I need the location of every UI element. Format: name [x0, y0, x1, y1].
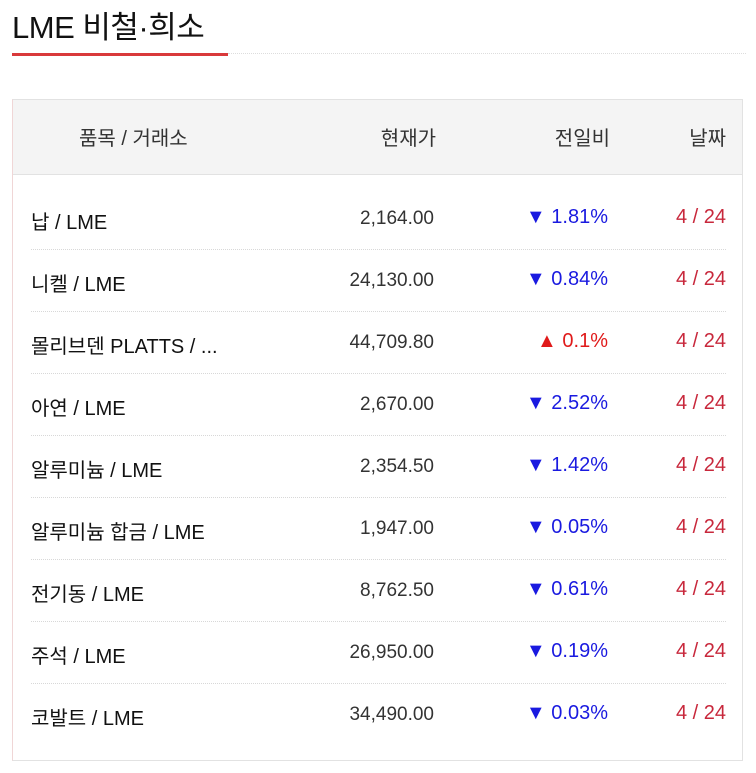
item-name-link[interactable]: 몰리브덴 PLATTS / ... [31, 336, 218, 358]
divider [228, 53, 746, 54]
table-row[interactable]: 몰리브덴 PLATTS / ... 44,709.80 ▲ 0.1% 4 / 24 [31, 312, 726, 374]
title-underline [12, 53, 228, 56]
change-cell: ▼ 0.19% [526, 640, 608, 663]
up-triangle-icon: ▲ [537, 330, 557, 352]
down-triangle-icon: ▼ [525, 206, 546, 228]
table-row[interactable]: 알루미늄 / LME 2,354.50 ▼ 1.42% 4 / 24 [31, 436, 726, 498]
change-cell: ▼ 1.42% [526, 454, 608, 477]
date: 4 / 24 [675, 330, 726, 352]
current-price: 2,164.00 [360, 208, 434, 229]
change-cell: ▼ 1.81% [526, 206, 608, 229]
date: 4 / 24 [675, 578, 726, 600]
item-name-link[interactable]: 주석 / LME [31, 646, 126, 668]
table-row[interactable]: 코발트 / LME 34,490.00 ▼ 0.03% 4 / 24 [31, 684, 726, 745]
table-body: 납 / LME 2,164.00 ▼ 1.81% 4 / 24 니켈 / LME 24,1… [31, 188, 726, 745]
change-value: 0.1% [562, 330, 608, 352]
item-name-link[interactable]: 납 / LME [31, 212, 108, 234]
date: 4 / 24 [675, 268, 726, 290]
current-price: 24,130.00 [349, 270, 434, 291]
change-value: 1.42% [551, 454, 608, 476]
change-value: 0.61% [551, 578, 608, 600]
item-name-link[interactable]: 코발트 / LME [31, 708, 144, 730]
date: 4 / 24 [675, 640, 726, 662]
date: 4 / 24 [675, 516, 726, 538]
header-price: 현재가 [380, 128, 436, 150]
date: 4 / 24 [675, 392, 726, 414]
change-value: 0.05% [551, 516, 608, 538]
date: 4 / 24 [675, 702, 726, 724]
down-triangle-icon: ▼ [525, 268, 546, 290]
change-cell: ▼ 2.52% [526, 392, 608, 415]
header-change: 전일비 [554, 128, 610, 150]
change-cell: ▲ 0.1% [537, 330, 608, 353]
down-triangle-icon: ▼ [525, 640, 546, 662]
item-name-link[interactable]: 아연 / LME [31, 398, 126, 420]
change-value: 0.84% [551, 268, 608, 290]
table-row[interactable]: 아연 / LME 2,670.00 ▼ 2.52% 4 / 24 [31, 374, 726, 436]
header-date: 날짜 [689, 128, 726, 150]
current-price: 2,670.00 [360, 394, 434, 415]
current-price: 8,762.50 [360, 580, 434, 601]
table-header: 품목 / 거래소 현재가 전일비 날짜 [13, 100, 742, 175]
section-title: LME 비철·희소 [12, 10, 205, 45]
current-price: 1,947.00 [360, 518, 434, 539]
item-name-link[interactable]: 전기동 / LME [31, 584, 144, 606]
item-name-link[interactable]: 니켈 / LME [31, 274, 126, 296]
change-value: 0.03% [551, 702, 608, 724]
change-value: 1.81% [551, 206, 608, 228]
change-cell: ▼ 0.05% [526, 516, 608, 539]
price-table: 품목 / 거래소 현재가 전일비 날짜 납 / LME 2,164.00 ▼ 1.8… [12, 99, 743, 761]
change-cell: ▼ 0.84% [526, 268, 608, 291]
current-price: 44,709.80 [349, 332, 434, 353]
down-triangle-icon: ▼ [525, 578, 546, 600]
change-value: 0.19% [551, 640, 608, 662]
change-cell: ▼ 0.61% [526, 578, 608, 601]
current-price: 34,490.00 [349, 704, 434, 725]
table-row[interactable]: 니켈 / LME 24,130.00 ▼ 0.84% 4 / 24 [31, 250, 726, 312]
current-price: 2,354.50 [360, 456, 434, 477]
date: 4 / 24 [675, 454, 726, 476]
item-name-link[interactable]: 알루미늄 / LME [31, 460, 163, 482]
down-triangle-icon: ▼ [525, 454, 546, 476]
down-triangle-icon: ▼ [525, 516, 546, 538]
change-value: 2.52% [551, 392, 608, 414]
date: 4 / 24 [675, 206, 726, 228]
table-row[interactable]: 전기동 / LME 8,762.50 ▼ 0.61% 4 / 24 [31, 560, 726, 622]
item-name-link[interactable]: 알루미늄 합금 / LME [31, 522, 205, 544]
current-price: 26,950.00 [349, 642, 434, 663]
header-name: 품목 / 거래소 [79, 128, 188, 150]
table-row[interactable]: 알루미늄 합금 / LME 1,947.00 ▼ 0.05% 4 / 24 [31, 498, 726, 560]
down-triangle-icon: ▼ [525, 702, 546, 724]
table-row[interactable]: 주석 / LME 26,950.00 ▼ 0.19% 4 / 24 [31, 622, 726, 684]
change-cell: ▼ 0.03% [526, 702, 608, 725]
down-triangle-icon: ▼ [525, 392, 546, 414]
table-row[interactable]: 납 / LME 2,164.00 ▼ 1.81% 4 / 24 [31, 188, 726, 250]
